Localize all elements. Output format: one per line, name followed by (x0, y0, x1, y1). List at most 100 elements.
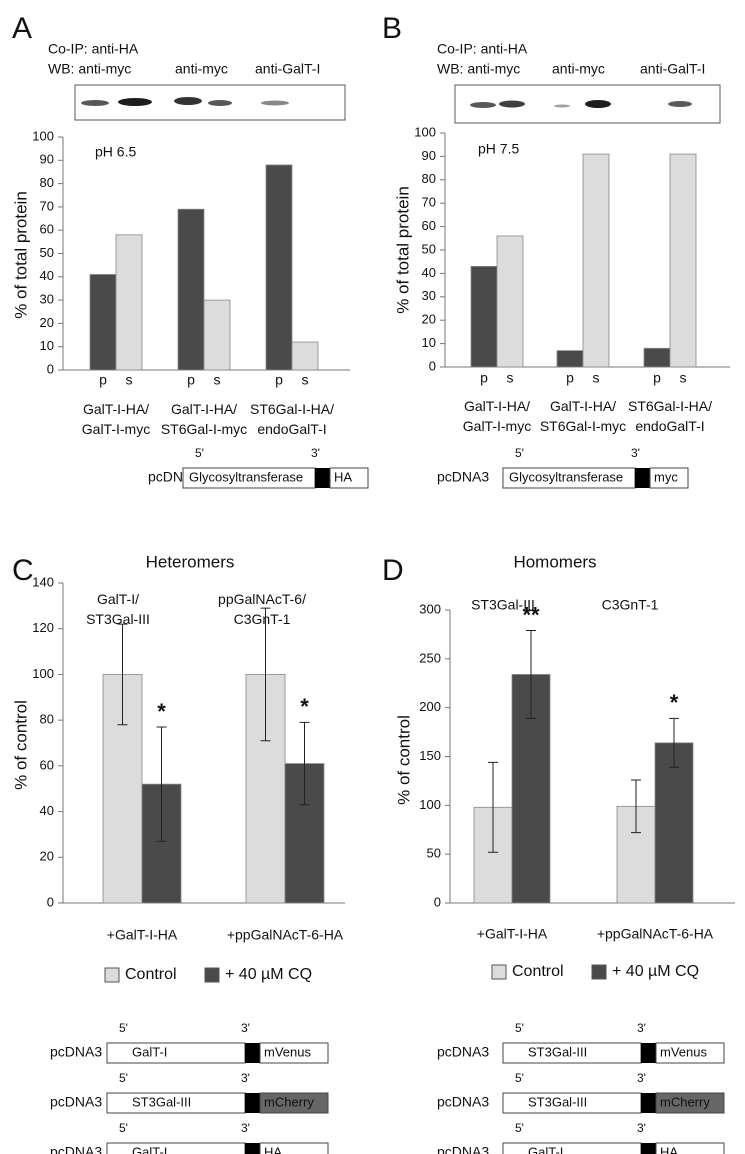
legend-swatch (204, 967, 220, 983)
y-tick-label: 100 (414, 124, 436, 139)
bar-label: p (187, 372, 195, 388)
significance: ** (522, 602, 540, 627)
construct-vector: pcDNA3 (437, 469, 489, 485)
construct-vector: pcDNA3 (437, 1044, 489, 1060)
y-axis-label: % of control (394, 715, 413, 805)
annotation: pH 7.5 (478, 141, 519, 157)
construct-tag (655, 1042, 725, 1064)
bar (89, 274, 117, 371)
legend-swatch (591, 964, 607, 980)
x-tick-label: +GalT-I-HA (477, 926, 548, 942)
bar-label: s (680, 370, 687, 386)
construct-5prime: 5' (515, 1021, 524, 1035)
construct-tag-label: HA (660, 1144, 678, 1154)
construct-gene-label: GalT-I (528, 1144, 563, 1154)
x-tick-label: GalT-I-HA/ST6Gal-I-myc (161, 401, 247, 437)
group-label: ppGalNAcT-6/C3GnT-1 (218, 591, 306, 627)
error-bar (260, 607, 271, 742)
y-tick-label: 60 (422, 218, 436, 233)
significance: * (300, 694, 309, 719)
construct-gene-label: Glycosyltransferase (509, 469, 623, 484)
y-tick-label: 30 (422, 288, 436, 303)
construct-tag (655, 1142, 725, 1154)
bar-label: s (593, 370, 600, 386)
y-tick-label: 80 (40, 712, 54, 727)
bar-label: p (480, 370, 488, 386)
y-tick-label: 10 (40, 338, 54, 353)
construct-tag (259, 1042, 329, 1064)
construct-3prime: 3' (241, 1121, 250, 1135)
bar (582, 153, 610, 368)
y-tick-label: 80 (40, 175, 54, 190)
construct-tag (259, 1092, 329, 1114)
group-label: GalT-I/ST3Gal-III (86, 591, 150, 627)
y-tick-label: 10 (422, 335, 436, 350)
construct-tag (259, 1142, 329, 1154)
y-tick-label: 20 (40, 315, 54, 330)
construct-gene (502, 1142, 642, 1154)
construct-vector: pcDNA3 (437, 1094, 489, 1110)
y-tick-label: 300 (419, 601, 441, 616)
x-tick-label: ST6Gal-I-HA/endoGalT-I (250, 401, 334, 437)
blot-band (261, 100, 289, 106)
construct-3prime: 3' (241, 1071, 250, 1085)
construct-vector: pcDNA3 (437, 1144, 489, 1154)
panel-letter: C (12, 554, 34, 587)
blot-label: Co-IP: anti-HA (48, 41, 139, 57)
panel-title: Homomers (513, 552, 596, 571)
construct-tag-label: HA (334, 469, 352, 484)
construct-linker (245, 1143, 260, 1154)
bar-label: p (275, 372, 283, 388)
construct-linker (635, 468, 650, 488)
y-tick-label: 20 (422, 312, 436, 327)
construct-tag-label: myc (654, 469, 678, 484)
y-tick-label: 0 (47, 894, 54, 909)
bar (203, 299, 231, 371)
x-tick-label: ST6Gal-I-HA/endoGalT-I (628, 398, 712, 434)
y-axis-label: % of total protein (11, 191, 30, 319)
x-tick-label: GalT-I-HA/ST6Gal-I-myc (540, 398, 626, 434)
construct-3prime: 3' (241, 1021, 250, 1035)
error-bar (299, 721, 310, 806)
y-tick-label: 250 (419, 650, 441, 665)
bar (177, 208, 205, 371)
error-bar (156, 726, 167, 842)
bar (654, 742, 694, 904)
construct-5prime: 5' (119, 1121, 128, 1135)
construct-tag (649, 467, 689, 489)
construct-5prime: 5' (119, 1071, 128, 1085)
annotation: pH 6.5 (95, 144, 136, 160)
blot-label: anti-GalT-I (640, 61, 705, 77)
y-axis-label: % of control (11, 700, 30, 790)
bar (643, 347, 671, 368)
legend-label: Control (125, 966, 177, 983)
y-tick-label: 0 (434, 894, 441, 909)
blot-band (118, 98, 152, 106)
construct-tag-label: mVenus (660, 1044, 707, 1059)
bar-label: s (126, 372, 133, 388)
error-bar (526, 630, 536, 719)
group-label: C3GnT-1 (602, 597, 659, 613)
construct-3prime: 3' (637, 1021, 646, 1035)
bar (265, 164, 293, 371)
blot-band (174, 97, 202, 105)
blot-band (585, 100, 611, 108)
blot-band (554, 104, 570, 108)
error-bar (488, 761, 498, 853)
construct-3prime: 3' (311, 446, 320, 460)
y-tick-label: 20 (40, 849, 54, 864)
construct-linker (315, 468, 330, 488)
bar (470, 265, 498, 368)
construct-linker (245, 1093, 260, 1113)
bar (291, 341, 319, 371)
construct-tag-label: mCherry (264, 1094, 314, 1109)
y-tick-label: 40 (422, 265, 436, 280)
x-tick-label: +ppGalNAcT-6-HA (597, 926, 714, 942)
y-tick-label: 200 (419, 699, 441, 714)
x-tick-label: GalT-I-HA/GalT-I-myc (463, 398, 531, 434)
bar-label: p (566, 370, 574, 386)
y-tick-label: 120 (32, 620, 54, 635)
construct-linker (245, 1043, 260, 1063)
bar-label: p (99, 372, 107, 388)
y-tick-label: 70 (422, 195, 436, 210)
